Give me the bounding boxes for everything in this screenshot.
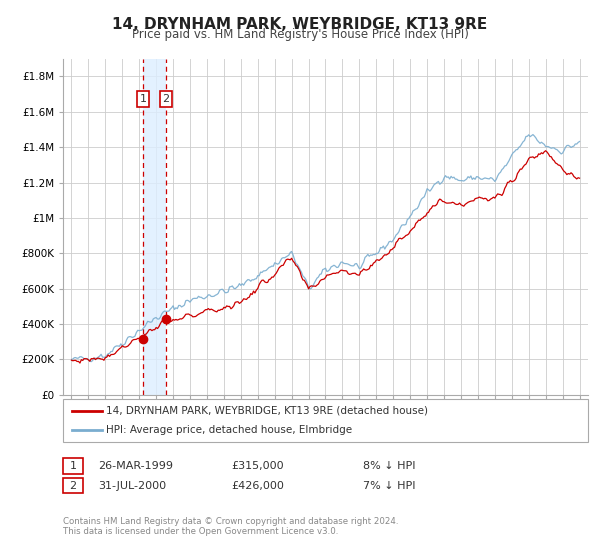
Text: This data is licensed under the Open Government Licence v3.0.: This data is licensed under the Open Gov… <box>63 528 338 536</box>
Text: 14, DRYNHAM PARK, WEYBRIDGE, KT13 9RE (detached house): 14, DRYNHAM PARK, WEYBRIDGE, KT13 9RE (d… <box>106 406 428 416</box>
Text: 1: 1 <box>70 461 76 471</box>
Text: HPI: Average price, detached house, Elmbridge: HPI: Average price, detached house, Elmb… <box>106 425 352 435</box>
Text: Contains HM Land Registry data © Crown copyright and database right 2024.: Contains HM Land Registry data © Crown c… <box>63 517 398 526</box>
Text: Price paid vs. HM Land Registry's House Price Index (HPI): Price paid vs. HM Land Registry's House … <box>131 28 469 41</box>
Text: 2: 2 <box>163 94 170 104</box>
Text: 14, DRYNHAM PARK, WEYBRIDGE, KT13 9RE: 14, DRYNHAM PARK, WEYBRIDGE, KT13 9RE <box>112 17 488 32</box>
Text: 8% ↓ HPI: 8% ↓ HPI <box>363 461 415 471</box>
Text: 7% ↓ HPI: 7% ↓ HPI <box>363 480 415 491</box>
Text: £315,000: £315,000 <box>231 461 284 471</box>
Text: 1: 1 <box>140 94 146 104</box>
Text: £426,000: £426,000 <box>231 480 284 491</box>
Bar <box>143 59 166 395</box>
Text: 2: 2 <box>70 480 76 491</box>
Text: 31-JUL-2000: 31-JUL-2000 <box>98 480 166 491</box>
Text: 26-MAR-1999: 26-MAR-1999 <box>98 461 173 471</box>
